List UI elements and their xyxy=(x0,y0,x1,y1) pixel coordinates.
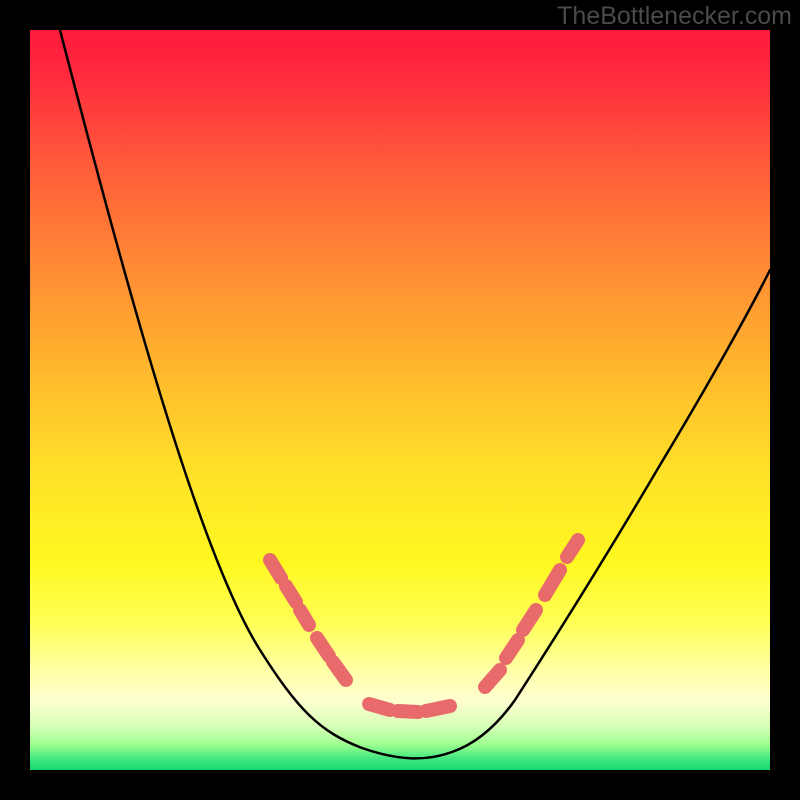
plot-background xyxy=(30,30,770,770)
chart-frame: TheBottlenecker.com xyxy=(0,0,800,800)
watermark-text: TheBottlenecker.com xyxy=(557,2,792,31)
